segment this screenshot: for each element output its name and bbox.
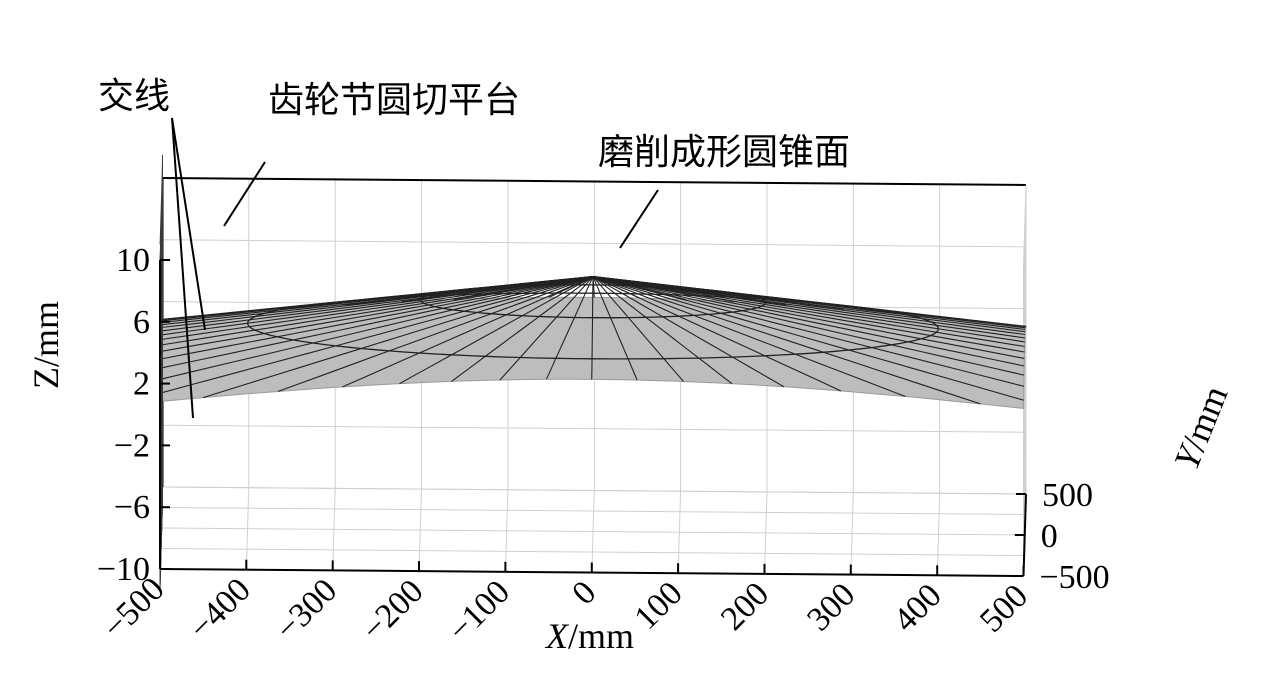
- cone-radial-line: [592, 276, 733, 385]
- cone-radial-line: [160, 276, 594, 346]
- z-tick-label: 2: [133, 366, 150, 403]
- cone-radial-line: [161, 276, 594, 341]
- x-tick-label: −200: [355, 573, 431, 649]
- cone-radial-line: [277, 276, 594, 392]
- leader-tangent-plane: [223, 161, 266, 227]
- y-axis-label: Y/mm: [1166, 380, 1235, 475]
- box-top-back-edge: [162, 177, 1027, 186]
- annotation-tangent-plane: 齿轮节圆切平台: [268, 80, 520, 121]
- cone-radial-line: [160, 276, 594, 369]
- floor-gridline-y: [160, 548, 1025, 556]
- tangent-plane-mesh-horizontal: [159, 502, 163, 585]
- z-tick-label: 10: [116, 242, 150, 279]
- x-axis-label-unit: /mm: [568, 616, 634, 656]
- floor-gridline-y: [161, 527, 1025, 536]
- z-tick-label: 6: [133, 304, 150, 341]
- cone-radial-line: [159, 276, 594, 394]
- floor-gridline-y: [162, 486, 1027, 495]
- floor-gridline-y: [161, 507, 1026, 515]
- tangent-plane-mesh-horizontal: [159, 162, 163, 245]
- annotation-intersection-line: 交线: [98, 76, 170, 117]
- z-tick-label: −6: [114, 489, 150, 526]
- y-tick-label: −500: [1040, 559, 1110, 596]
- leader-cone-surface: [619, 189, 659, 249]
- cone-contour-circle: [419, 284, 767, 319]
- leader-intersection-2: [171, 117, 194, 419]
- x-tick-label: 200: [714, 575, 776, 637]
- cone-radial-line: [592, 276, 1025, 376]
- cone-radial-line: [499, 276, 594, 381]
- x-axis-label-var: X: [544, 616, 570, 656]
- z-axis-label: Z/mm: [26, 301, 66, 389]
- y-axis-label-unit: /mm: [1174, 380, 1236, 456]
- annotation-layer: 交线 齿轮节圆切平台 磨削成形圆锥面: [98, 76, 850, 419]
- x-tick-label: −300: [269, 572, 345, 648]
- cone-radial-line: [592, 276, 1025, 359]
- leader-intersection-1: [171, 117, 206, 331]
- cone-radial-line: [592, 276, 981, 405]
- cone-radial-line: [592, 276, 906, 398]
- cone-radial-line: [592, 276, 1025, 348]
- cone-radial-line: [342, 276, 594, 388]
- cone-radial-line: [592, 276, 1024, 401]
- cone-radial-line: [592, 276, 1025, 367]
- back-wall-gridline-z: [162, 424, 1027, 433]
- y-tick-label: 0: [1041, 518, 1058, 555]
- cone-radial-line: [451, 276, 594, 382]
- x-tick-label: 100: [628, 575, 690, 637]
- y-tick-label: 500: [1042, 477, 1093, 514]
- tangent-plane-mesh-horizontal: [159, 177, 163, 261]
- annotation-cone-surface: 磨削成形圆锥面: [598, 132, 850, 173]
- cone-radial-line: [592, 276, 1025, 353]
- back-wall-gridline-z: [162, 239, 1027, 248]
- x-tick-label: 300: [800, 576, 862, 638]
- cone-radial-line: [160, 276, 594, 360]
- cone-radial-line: [592, 276, 844, 310]
- cone-radial-line: [399, 276, 594, 385]
- cone-radial-line: [160, 276, 594, 352]
- cone-radial-line: [592, 276, 684, 382]
- cone-radial-line: [202, 276, 594, 399]
- x-tick-label: 400: [887, 577, 949, 639]
- x-axis-label: X/mm: [544, 616, 634, 656]
- cone-contour-circle: [246, 292, 940, 360]
- x-tick-label: −100: [441, 573, 517, 649]
- x-tick-label: 0: [565, 574, 603, 612]
- cone-radial-line: [592, 276, 785, 388]
- x-tick-label: −400: [182, 571, 258, 647]
- z-tick-label: −2: [114, 427, 150, 464]
- z-tick-label: −10: [97, 551, 150, 588]
- cone-radial-line: [592, 276, 842, 392]
- x-tick-label: 500: [973, 577, 1035, 639]
